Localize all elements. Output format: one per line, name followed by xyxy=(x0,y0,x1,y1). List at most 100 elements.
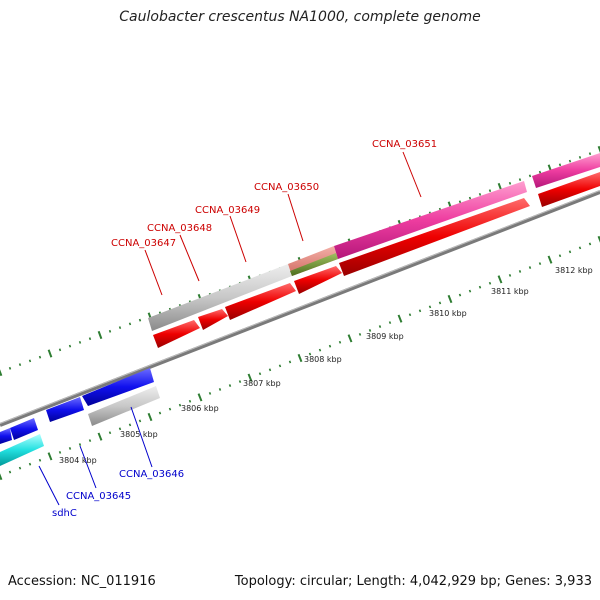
cds-next[interactable] xyxy=(538,172,600,207)
cds-ccna-03648[interactable] xyxy=(198,309,228,330)
gene-ccna-03647-feature[interactable] xyxy=(148,264,292,331)
minor-tick xyxy=(268,368,272,372)
minor-tick xyxy=(68,344,72,348)
forward-strand-outer xyxy=(148,153,600,331)
label-ccna-03650[interactable]: CCNA_03650 xyxy=(254,182,319,193)
minor-tick xyxy=(68,447,72,450)
label-ccna-03647[interactable]: CCNA_03647 xyxy=(111,238,176,249)
minor-tick xyxy=(558,163,562,167)
cds-ccna-03651[interactable] xyxy=(339,198,530,276)
minor-tick xyxy=(468,289,472,293)
cds-ccna-03649[interactable] xyxy=(225,283,296,320)
minor-tick xyxy=(428,305,432,309)
kbp-label: 3805 kbp xyxy=(120,430,158,439)
minor-tick xyxy=(518,270,522,273)
major-tick xyxy=(197,393,203,402)
label-ccna-03646[interactable]: CCNA_03646 xyxy=(119,469,184,480)
major-tick xyxy=(97,330,103,340)
cds-ccna-03646-a[interactable] xyxy=(46,397,84,422)
minor-tick xyxy=(258,372,262,376)
gene-sdhc-feature[interactable] xyxy=(0,434,44,466)
minor-tick xyxy=(78,340,82,344)
minor-tick xyxy=(118,326,122,330)
cds-ccna-03647[interactable] xyxy=(153,320,200,348)
minor-tick xyxy=(508,273,512,277)
minor-tick xyxy=(28,462,32,466)
minor-tick xyxy=(328,344,332,348)
genome-summary-text: Topology: circular; Length: 4,042,929 bp… xyxy=(234,574,592,589)
minor-tick xyxy=(468,196,472,200)
label-ccna-03648[interactable]: CCNA_03648 xyxy=(147,223,212,234)
major-tick xyxy=(0,473,3,481)
minor-tick xyxy=(528,266,532,269)
genome-backbone-highlight xyxy=(0,190,600,424)
minor-tick xyxy=(168,407,172,411)
label-ccna-03645[interactable]: CCNA_03645 xyxy=(66,491,131,502)
minor-tick xyxy=(138,318,142,322)
minor-tick xyxy=(88,439,92,443)
minor-tick xyxy=(58,450,62,454)
cds-ccna-03645[interactable] xyxy=(10,418,38,440)
kbp-label: 3809 kbp xyxy=(366,332,404,341)
gene-next-feature[interactable] xyxy=(532,153,600,188)
reverse-strand-outer xyxy=(0,368,160,466)
major-tick xyxy=(47,349,53,358)
minor-tick xyxy=(208,391,212,395)
minor-tick xyxy=(188,399,192,403)
minor-tick xyxy=(358,332,362,336)
accession-text: Accession: NC_011916 xyxy=(8,574,156,589)
cds-ccna-03646-b[interactable] xyxy=(82,368,154,406)
minor-tick xyxy=(478,285,482,289)
minor-tick xyxy=(228,384,232,387)
kbp-label: 3810 kbp xyxy=(429,309,467,318)
minor-tick xyxy=(108,329,112,333)
minor-tick xyxy=(18,363,22,367)
minor-tick xyxy=(308,352,312,356)
minor-tick xyxy=(528,174,532,178)
minor-tick xyxy=(318,348,322,352)
major-tick xyxy=(97,432,103,441)
minor-tick xyxy=(578,246,582,250)
major-tick xyxy=(247,373,253,382)
minor-tick xyxy=(508,181,512,185)
label-sdhc[interactable]: sdhC xyxy=(52,508,77,519)
minor-tick xyxy=(438,301,442,305)
cds-sdhc-region-a[interactable] xyxy=(0,428,12,444)
minor-tick xyxy=(558,254,562,258)
kbp-label: 3807 kbp xyxy=(243,379,281,388)
minor-tick xyxy=(108,431,112,435)
gene-ccna-03651-feature[interactable] xyxy=(334,181,527,259)
kbp-label: 3804 kbp xyxy=(59,456,97,465)
kbp-labels: 3804 kbp 3805 kbp 3806 kbp 3807 kbp 3808… xyxy=(59,266,593,465)
cds-ccna-03650[interactable] xyxy=(294,266,342,294)
major-tick xyxy=(347,334,353,343)
major-tick xyxy=(547,255,553,264)
minor-tick xyxy=(538,262,542,266)
minor-tick xyxy=(288,360,292,364)
map-title: Caulobacter crescentus NA1000, complete … xyxy=(119,9,481,25)
major-tick xyxy=(297,353,303,363)
label-leaders xyxy=(38,151,422,506)
gene-ccna-03650-sub-feature[interactable] xyxy=(290,253,338,276)
minor-tick xyxy=(518,178,522,182)
minor-tick xyxy=(458,293,462,297)
minor-tick xyxy=(178,403,182,407)
minor-tick xyxy=(38,355,42,359)
minor-tick xyxy=(578,155,582,159)
minor-tick xyxy=(8,366,12,370)
forward-strand-inner xyxy=(153,172,600,348)
minor-tick xyxy=(418,309,422,313)
minor-tick xyxy=(478,192,482,196)
minor-tick xyxy=(38,458,42,462)
minor-tick xyxy=(408,313,412,317)
major-tick xyxy=(447,294,453,304)
major-tick xyxy=(597,235,600,243)
minor-tick xyxy=(338,340,342,344)
major-tick xyxy=(497,275,503,284)
minor-tick xyxy=(238,380,242,384)
label-ccna-03649[interactable]: CCNA_03649 xyxy=(195,205,260,216)
label-ccna-03651[interactable]: CCNA_03651 xyxy=(372,139,437,150)
gene-ccna-03646-feature[interactable] xyxy=(88,386,160,426)
